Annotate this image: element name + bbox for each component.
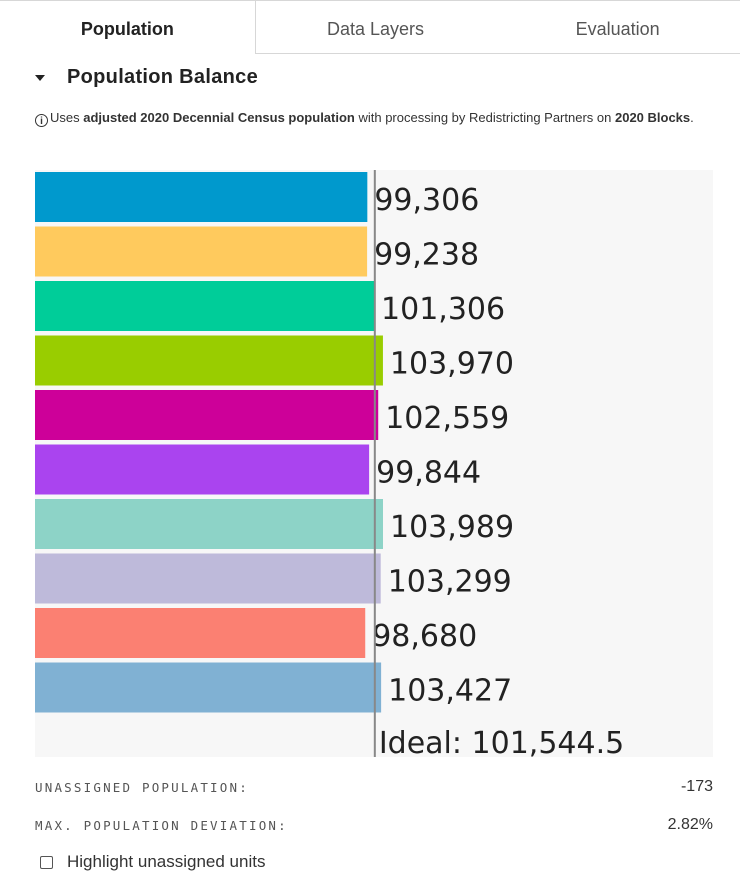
population-bar-label-6: 99,844 bbox=[376, 456, 481, 491]
population-bar-3 bbox=[35, 281, 375, 331]
population-bar-label-4: 103,970 bbox=[390, 347, 514, 382]
highlight-unassigned-checkbox[interactable] bbox=[40, 855, 53, 869]
population-bar-label-9: 98,680 bbox=[372, 619, 477, 654]
population-bar-label-5: 102,559 bbox=[385, 401, 509, 436]
note-prefix: Uses bbox=[50, 110, 84, 125]
population-bar-chart: 99,306 99,238 101,306 103,970 102,559 99,844 1… bbox=[35, 170, 713, 757]
population-bar-6 bbox=[35, 444, 370, 495]
unassigned-population-value: -173 bbox=[680, 778, 713, 795]
highlight-unassigned-option[interactable]: Highlight unassigned units bbox=[40, 852, 265, 872]
caret-down-icon bbox=[35, 75, 45, 81]
population-bar-label-3: 101,306 bbox=[381, 292, 505, 327]
population-bar-10 bbox=[35, 662, 382, 713]
population-balance-toggle[interactable]: Population Balance bbox=[35, 62, 258, 92]
population-bar-label-2: 99,238 bbox=[374, 238, 479, 273]
population-bar-8 bbox=[35, 553, 381, 604]
ideal-population-label: Ideal: 101,544.5 bbox=[379, 726, 624, 757]
population-bar-2 bbox=[35, 226, 368, 277]
note-dataset: adjusted 2020 Decennial Census populatio… bbox=[83, 110, 355, 125]
max-deviation-label: MAX. POPULATION DEVIATION: bbox=[35, 817, 288, 833]
population-bar-9 bbox=[35, 608, 366, 658]
note-units: 2020 Blocks bbox=[614, 110, 691, 125]
population-bar-label-10: 103,427 bbox=[388, 674, 512, 709]
max-deviation-row: MAX. POPULATION DEVIATION: 2.82% bbox=[35, 814, 713, 836]
unassigned-population-row: UNASSIGNED POPULATION: -173 bbox=[35, 776, 713, 798]
population-bar-4 bbox=[35, 335, 383, 386]
tab-population[interactable]: Population bbox=[0, 0, 255, 54]
population-chart-svg: 99,306 99,238 101,306 103,970 102,559 99,844 1… bbox=[35, 170, 624, 757]
highlight-unassigned-label: Highlight unassigned units bbox=[67, 852, 266, 871]
population-source-note: i Uses adjusted 2020 Decennial Census pop… bbox=[35, 107, 735, 128]
population-bar-label-8: 103,299 bbox=[388, 565, 512, 600]
section-title: Population Balance bbox=[67, 65, 258, 88]
population-bar-label-1: 99,306 bbox=[374, 183, 479, 218]
tab-evaluation[interactable]: Evaluation bbox=[495, 0, 740, 54]
population-bar-5 bbox=[35, 390, 379, 440]
unassigned-population-label: UNASSIGNED POPULATION: bbox=[35, 779, 249, 795]
population-bar-label-7: 103,989 bbox=[390, 510, 514, 545]
tab-data-layers[interactable]: Data Layers bbox=[254, 0, 496, 54]
tab-bar: Population Data Layers Evaluation bbox=[0, 0, 740, 55]
info-icon: i bbox=[35, 114, 48, 127]
population-bar-1 bbox=[35, 172, 368, 222]
note-suffix: . bbox=[690, 110, 694, 125]
note-middle: with processing by Redistricting Partner… bbox=[354, 110, 615, 125]
population-bar-7 bbox=[35, 499, 383, 549]
max-deviation-value: 2.82% bbox=[667, 816, 713, 833]
